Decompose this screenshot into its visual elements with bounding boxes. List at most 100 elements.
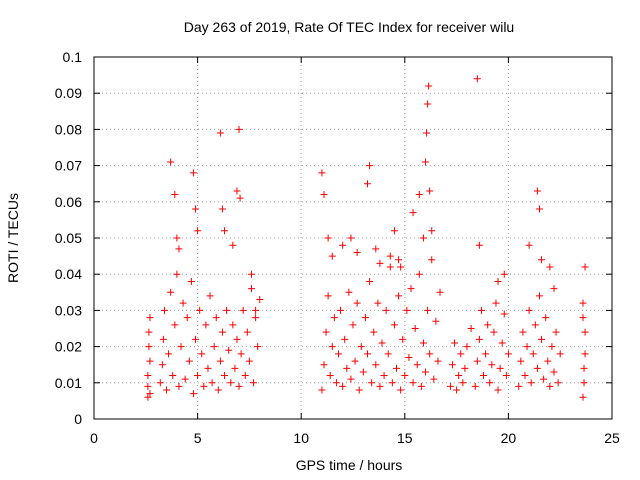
data-point [189, 390, 197, 398]
data-point [535, 205, 543, 213]
data-point [247, 270, 255, 278]
data-point [459, 379, 467, 387]
data-point [457, 350, 465, 358]
data-point [231, 364, 239, 372]
y-tick-label: 0.06 [55, 194, 82, 210]
data-point [210, 343, 218, 351]
data-point [523, 343, 531, 351]
data-point [254, 343, 262, 351]
data-point [165, 350, 173, 358]
data-point [194, 372, 202, 380]
data-point [386, 252, 394, 260]
data-point [533, 187, 541, 195]
data-point [527, 379, 535, 387]
data-point [386, 263, 394, 271]
data-point [332, 379, 340, 387]
data-point [171, 321, 179, 329]
data-point [175, 382, 183, 390]
data-point [187, 277, 195, 285]
data-point [535, 292, 543, 300]
y-tick-label: 0.03 [55, 302, 82, 318]
data-point [252, 314, 260, 322]
data-point [388, 379, 396, 387]
data-point [580, 379, 588, 387]
data-point [320, 361, 328, 369]
data-point [390, 321, 398, 329]
data-point [432, 317, 440, 325]
data-point [424, 100, 432, 108]
data-point [422, 368, 430, 376]
data-point [378, 339, 386, 347]
data-point [550, 285, 558, 293]
data-point [364, 350, 372, 358]
data-point [194, 227, 202, 235]
data-point [415, 270, 423, 278]
data-point [525, 241, 533, 249]
data-point [579, 299, 587, 307]
data-point [415, 191, 423, 199]
data-point [236, 194, 244, 202]
data-point [428, 227, 436, 235]
data-point [158, 361, 166, 369]
data-point [144, 382, 152, 390]
data-point [492, 299, 500, 307]
data-point [322, 328, 330, 336]
data-point [434, 357, 442, 365]
data-point [380, 372, 388, 380]
data-point [233, 187, 241, 195]
x-tick-label: 25 [604, 430, 620, 446]
data-point [347, 234, 355, 242]
data-point [144, 393, 152, 401]
data-point [372, 361, 380, 369]
data-point [324, 292, 332, 300]
data-point [417, 382, 425, 390]
data-point [490, 328, 498, 336]
data-point [372, 245, 380, 253]
data-point [359, 368, 367, 376]
data-point [328, 343, 336, 351]
data-point [355, 386, 363, 394]
data-point [343, 364, 351, 372]
data-point [531, 321, 539, 329]
data-point [247, 285, 255, 293]
x-tick-label: 5 [194, 430, 202, 446]
data-point [488, 361, 496, 369]
data-point [473, 357, 481, 365]
data-point [370, 328, 378, 336]
data-point [374, 299, 382, 307]
data-point [204, 364, 212, 372]
data-point [216, 129, 224, 137]
data-point [498, 339, 506, 347]
data-point [556, 350, 564, 358]
data-point [159, 335, 167, 343]
data-point [218, 328, 226, 336]
data-point [538, 335, 546, 343]
y-tick-label: 0.09 [55, 85, 82, 101]
data-point [181, 375, 189, 383]
data-point [486, 379, 494, 387]
x-tick-label: 15 [397, 430, 413, 446]
data-point [326, 372, 334, 380]
data-point [407, 285, 415, 293]
data-point [403, 306, 411, 314]
data-point [475, 335, 483, 343]
data-point [357, 343, 365, 351]
data-point [145, 343, 153, 351]
data-point [424, 306, 432, 314]
data-point [227, 379, 235, 387]
data-point [544, 357, 552, 365]
y-tick-label: 0.1 [63, 49, 83, 65]
data-point [202, 321, 210, 329]
data-point [167, 288, 175, 296]
data-point [504, 350, 512, 358]
data-point [453, 386, 461, 394]
y-tick-label: 0.07 [55, 158, 82, 174]
data-point [494, 386, 502, 394]
data-point [337, 306, 345, 314]
data-point [405, 353, 413, 361]
data-point [463, 343, 471, 351]
data-point [349, 321, 357, 329]
data-point [425, 82, 433, 90]
data-point [517, 357, 525, 365]
